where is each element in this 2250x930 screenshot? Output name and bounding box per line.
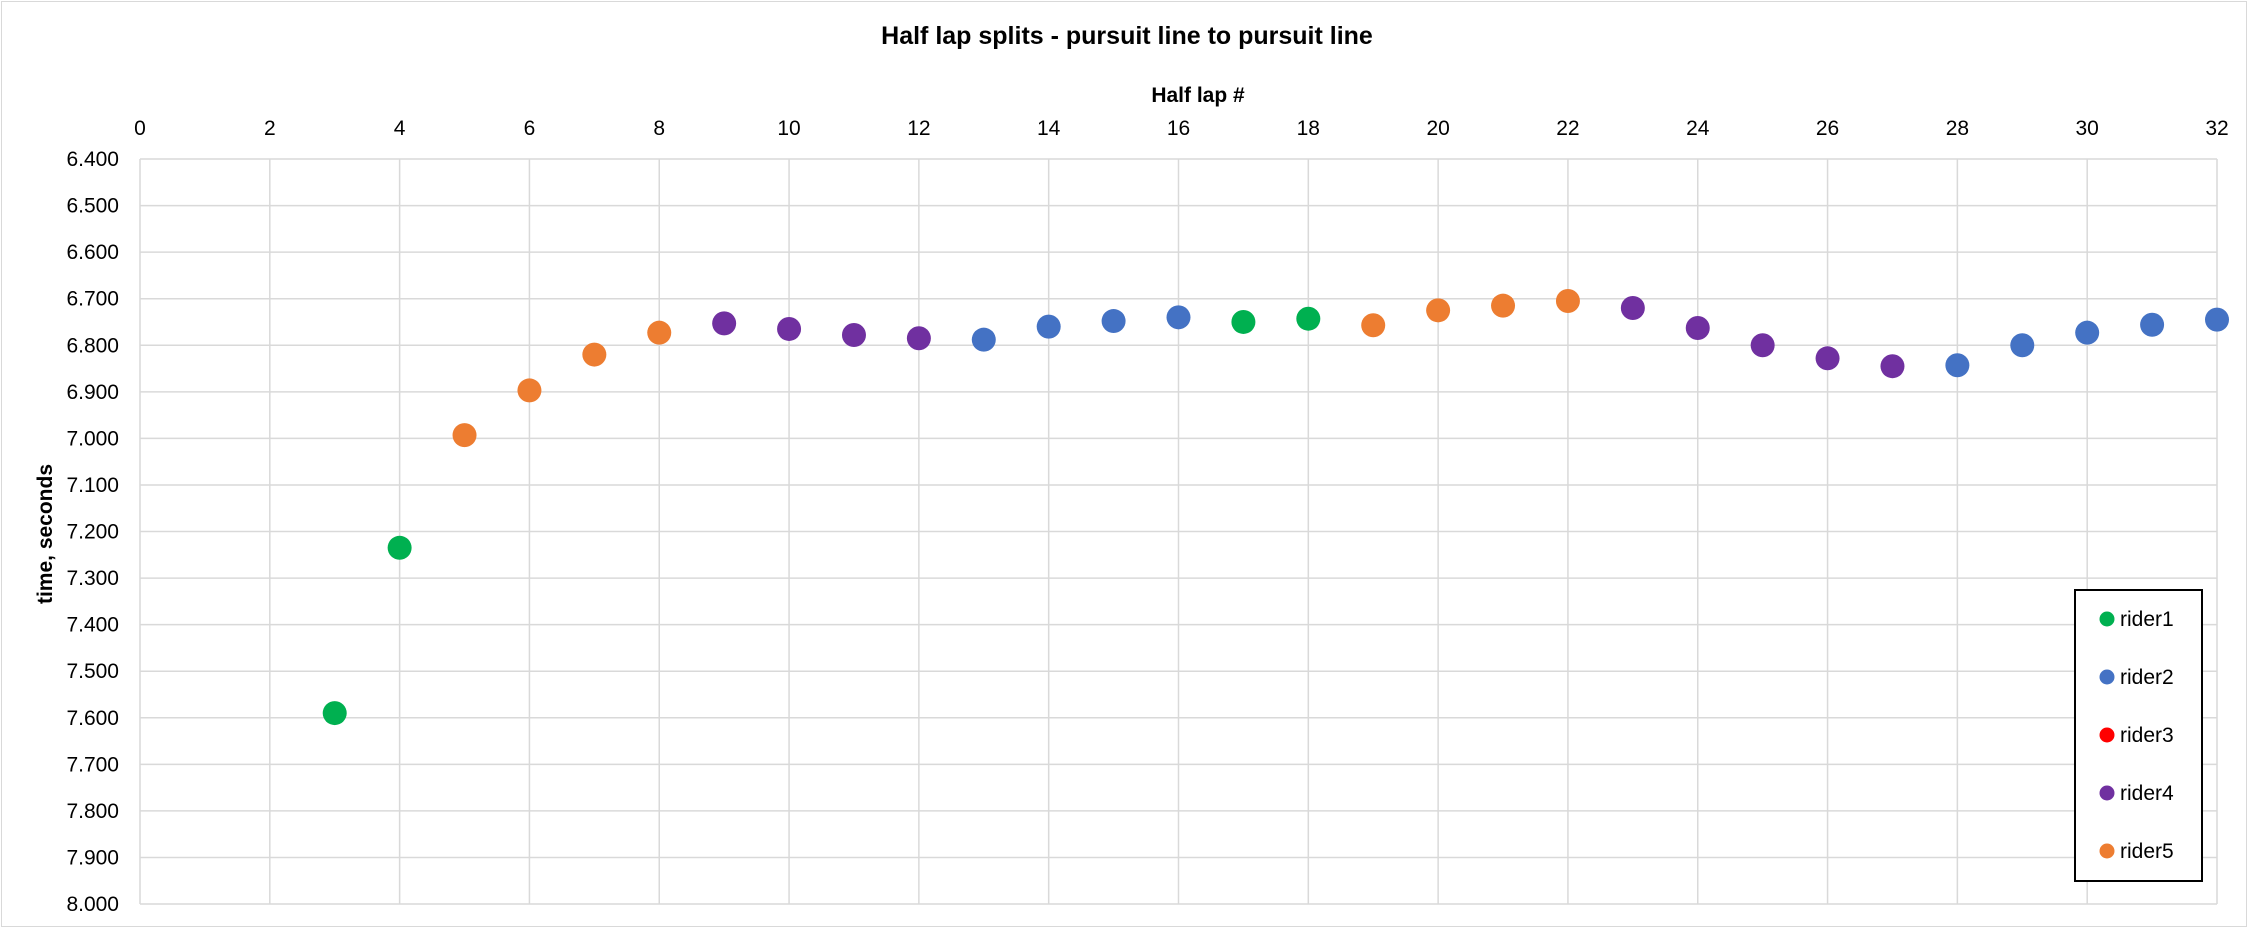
x-tick-label: 26: [1816, 117, 1839, 140]
y-tick-label: 7.600: [66, 707, 119, 730]
x-tick-label: 30: [2076, 117, 2099, 140]
y-tick-label: 7.700: [66, 753, 119, 776]
data-point-rider2: [2205, 307, 2229, 332]
x-tick-label: 4: [394, 117, 406, 140]
data-point-rider1: [387, 535, 412, 560]
data-point-rider5: [517, 378, 542, 403]
data-point-rider2: [1101, 309, 1126, 334]
data-point-rider5: [1426, 298, 1451, 323]
y-axis-title: time, seconds: [34, 464, 57, 604]
data-point-rider2: [1945, 353, 1970, 378]
data-point-rider5: [1361, 313, 1386, 338]
data-point-rider4: [1685, 316, 1710, 341]
x-tick-label: 24: [1686, 117, 1710, 140]
data-point-rider2: [1166, 305, 1191, 330]
x-tick-label: 12: [907, 117, 930, 140]
legend-marker-rider2: [2099, 669, 2115, 685]
legend-marker-rider1: [2099, 611, 2115, 627]
chart-title: Half lap splits - pursuit line to pursui…: [881, 22, 1373, 50]
legend-label-rider4: rider4: [2120, 782, 2174, 805]
data-point-rider4: [777, 316, 802, 341]
legend-label-rider1: rider1: [2120, 608, 2174, 631]
x-tick-label: 0: [134, 117, 146, 140]
data-point-rider2: [1036, 314, 1061, 339]
y-tick-label: 7.500: [66, 660, 119, 683]
y-tick-label: 7.200: [66, 521, 119, 544]
data-point-rider5: [1491, 293, 1516, 318]
y-tick-label: 7.900: [66, 846, 119, 869]
legend-marker-rider3: [2099, 727, 2115, 743]
x-tick-label: 18: [1297, 117, 1320, 140]
x-tick-label: 20: [1426, 117, 1449, 140]
data-point-rider4: [1620, 296, 1645, 320]
legend-marker-rider5: [2099, 843, 2115, 859]
x-tick-label: 10: [777, 117, 800, 140]
legend-box: [2074, 589, 2203, 882]
data-point-rider5: [452, 423, 477, 448]
x-tick-label: 6: [524, 117, 536, 140]
x-tick-label: 32: [2205, 117, 2228, 140]
x-tick-label: 22: [1556, 117, 1579, 140]
x-tick-label: 28: [1946, 117, 1969, 140]
y-tick-label: 8.000: [66, 893, 119, 916]
x-tick-label: 2: [264, 117, 276, 140]
legend-label-rider5: rider5: [2120, 840, 2174, 863]
y-tick-label: 7.800: [66, 800, 119, 823]
data-point-rider2: [2140, 312, 2165, 337]
data-point-rider2: [971, 327, 996, 352]
y-tick-label: 6.800: [66, 334, 119, 357]
x-tick-label: 14: [1037, 117, 1061, 140]
gridlines: [139, 158, 2218, 905]
data-points: [322, 289, 2229, 726]
y-tick-label: 6.600: [66, 241, 119, 264]
data-point-rider4: [1815, 346, 1840, 371]
y-tick-label: 6.400: [66, 148, 119, 171]
y-tick-label: 7.000: [66, 427, 119, 450]
x-tick-label: 8: [653, 117, 665, 140]
y-tick-label: 7.300: [66, 567, 119, 590]
data-point-rider5: [582, 342, 607, 367]
data-point-rider4: [906, 326, 931, 351]
data-point-rider4: [841, 323, 866, 348]
legend: rider1 rider2 rider3 rider4 rider5: [2074, 589, 2203, 882]
y-tick-label: 6.500: [66, 195, 119, 218]
y-tick-label: 6.900: [66, 381, 119, 404]
x-axis-title: Half lap #: [1151, 84, 1245, 107]
y-tick-label: 6.700: [66, 288, 119, 311]
data-point-rider4: [1880, 354, 1905, 379]
x-tick-label: 16: [1167, 117, 1190, 140]
data-point-rider1: [322, 701, 347, 726]
data-point-rider4: [1750, 333, 1775, 358]
data-point-rider5: [1555, 289, 1580, 314]
legend-label-rider2: rider2: [2120, 666, 2174, 689]
data-point-rider2: [2075, 320, 2100, 345]
data-point-rider1: [1296, 306, 1321, 331]
data-point-rider1: [1231, 309, 1256, 334]
data-point-rider2: [2010, 333, 2035, 358]
y-axis-tick-labels: 6.400 6.500 6.600 6.700 6.800 6.900 7.000 7.100…: [66, 148, 119, 916]
legend-label-rider3: rider3: [2120, 724, 2174, 747]
y-tick-label: 7.400: [66, 614, 119, 637]
x-axis-tick-labels: 0 2 4 6 8 10 12 14 16 18 20 22 24 26 28 30 32: [134, 117, 2229, 140]
y-tick-label: 7.100: [66, 474, 119, 497]
data-point-rider5: [647, 320, 672, 345]
legend-marker-rider4: [2099, 785, 2115, 801]
data-point-rider4: [712, 311, 737, 336]
